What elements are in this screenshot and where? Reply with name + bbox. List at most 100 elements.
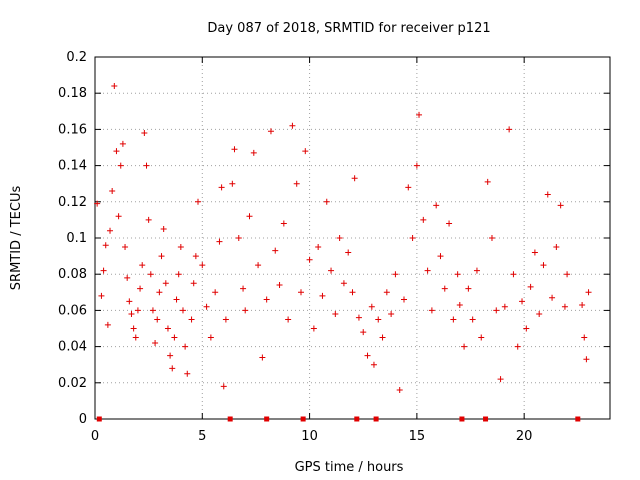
zero-marker: [300, 416, 306, 422]
data-point: [409, 235, 416, 241]
data-point: [497, 376, 504, 383]
data-point: [229, 180, 236, 187]
data-point: [441, 285, 448, 292]
data-point: [413, 162, 420, 169]
data-point: [126, 298, 133, 305]
data-point: [235, 235, 242, 241]
data-point: [450, 316, 457, 323]
data-point: [156, 289, 163, 296]
chart-title: Day 087 of 2018, SRMTID for receiver p12…: [207, 21, 490, 36]
data-point: [182, 343, 189, 350]
y-tick-label: 0.12: [58, 195, 87, 210]
data-point: [561, 303, 568, 310]
data-point: [392, 271, 399, 278]
data-point: [272, 247, 279, 254]
data-point: [465, 285, 472, 292]
y-axis: 0 0.02 0.04 0.06 0.08 0.1 0.12 0.14 0.16 0.18 0.2: [58, 50, 610, 427]
data-point: [124, 274, 131, 281]
data-point: [523, 325, 530, 332]
data-point: [177, 244, 184, 251]
data-point: [184, 370, 191, 377]
data-point: [478, 334, 485, 341]
zero-marker: [373, 416, 379, 422]
data-point: [319, 292, 326, 299]
data-point: [424, 267, 431, 274]
data-point: [100, 267, 107, 274]
data-points: [94, 82, 592, 394]
x-tick-label: 0: [91, 429, 99, 444]
y-tick-label: 0.1: [66, 231, 87, 246]
data-point: [102, 242, 109, 249]
data-point: [484, 178, 491, 185]
data-point: [246, 213, 253, 220]
data-point: [336, 235, 343, 241]
data-point: [132, 334, 139, 341]
data-point: [544, 191, 551, 198]
data-point: [351, 175, 358, 182]
data-point: [579, 301, 586, 308]
data-point: [285, 316, 292, 323]
data-point: [216, 238, 223, 245]
data-point: [514, 343, 521, 350]
data-point: [94, 200, 101, 207]
data-point: [122, 244, 129, 251]
data-point: [368, 303, 375, 310]
data-point: [370, 361, 377, 368]
y-tick-label: 0.06: [58, 303, 87, 318]
y-tick-label: 0.2: [66, 50, 87, 65]
data-point: [145, 216, 152, 223]
data-point: [179, 307, 186, 314]
data-point: [218, 184, 225, 191]
data-point: [323, 198, 330, 205]
data-point: [212, 289, 219, 296]
data-point: [527, 283, 534, 290]
x-tick-label: 20: [516, 429, 533, 444]
data-point: [557, 202, 564, 209]
data-point: [310, 325, 317, 332]
data-point: [493, 307, 500, 314]
y-tick-label: 0.04: [58, 340, 87, 355]
zero-marker: [96, 416, 102, 422]
x-axis: 0 5 10 15 20: [91, 57, 533, 444]
data-point: [302, 148, 309, 155]
data-point: [240, 285, 247, 292]
zero-value-markers: [96, 416, 581, 422]
x-tick-label: 5: [198, 429, 206, 444]
data-point: [160, 225, 167, 232]
data-point: [259, 354, 266, 361]
data-point: [117, 162, 124, 169]
y-tick-label: 0.14: [58, 159, 87, 174]
y-tick-label: 0.02: [58, 376, 87, 391]
data-point: [242, 307, 249, 314]
data-point: [192, 253, 199, 260]
x-tick-label: 10: [301, 429, 318, 444]
data-point: [98, 292, 105, 299]
data-point: [255, 262, 262, 269]
data-point: [456, 301, 463, 308]
data-point: [531, 249, 538, 256]
zero-marker: [227, 416, 233, 422]
data-point: [315, 244, 322, 251]
data-point: [519, 298, 526, 305]
data-point: [152, 339, 159, 346]
data-point: [147, 271, 154, 278]
data-point: [375, 316, 382, 323]
data-point: [276, 282, 283, 289]
data-point: [416, 111, 423, 118]
data-point: [388, 311, 395, 318]
data-point: [433, 202, 440, 209]
data-point: [553, 244, 560, 251]
data-point: [510, 271, 517, 278]
data-point: [488, 235, 495, 241]
data-point: [420, 216, 427, 223]
data-point: [109, 187, 116, 194]
data-point: [585, 289, 592, 296]
data-point: [195, 198, 201, 205]
data-point: [158, 253, 165, 260]
data-point: [220, 383, 227, 390]
zero-marker: [264, 416, 270, 422]
data-point: [396, 387, 403, 394]
y-tick-label: 0: [79, 412, 87, 427]
data-point: [469, 316, 476, 323]
data-point: [473, 267, 480, 274]
